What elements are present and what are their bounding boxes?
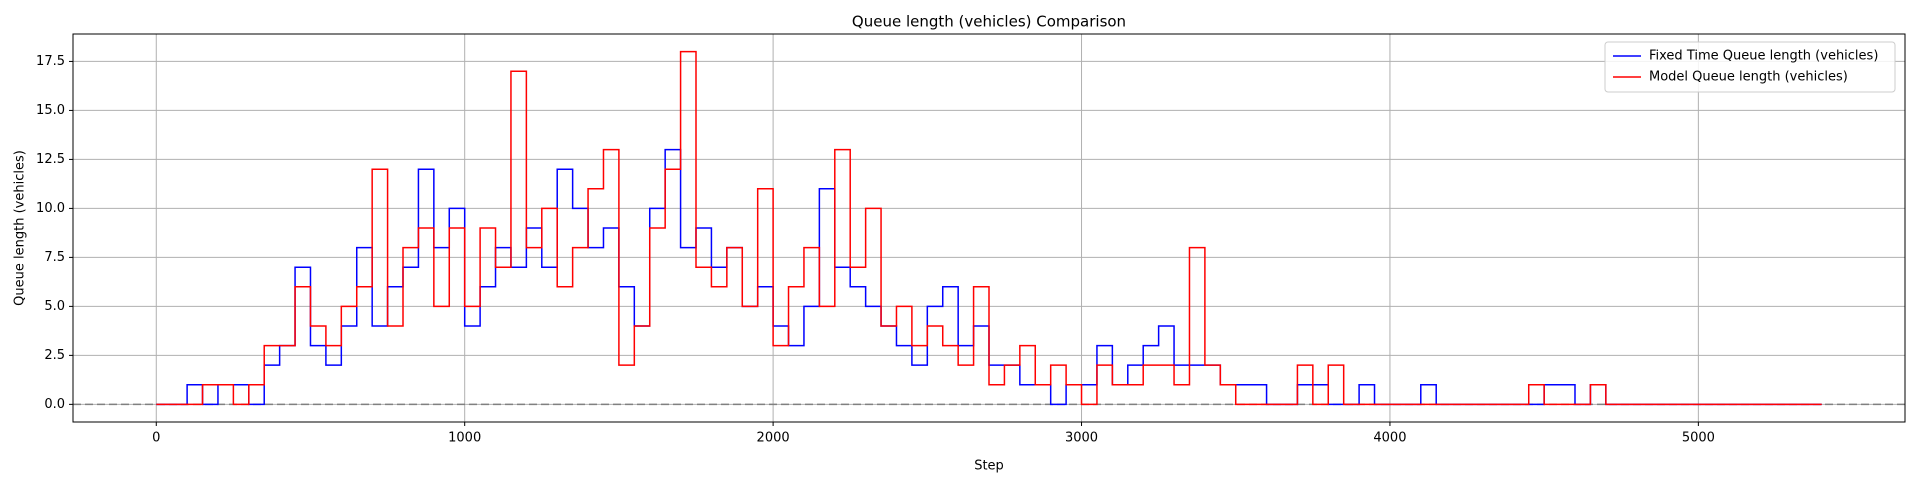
x-tick-label: 3000 (1065, 431, 1098, 446)
x-tick-label: 0 (152, 431, 160, 446)
chart-title: Queue length (vehicles) Comparison (852, 13, 1126, 31)
plot-frame (72, 33, 1906, 423)
x-tick-label: 4000 (1373, 431, 1406, 446)
y-tick-label: 7.5 (44, 250, 65, 265)
legend-label: Fixed Time Queue length (vehicles) (1649, 49, 1878, 64)
y-tick-label: 15.0 (36, 103, 65, 118)
x-tick-label: 2000 (757, 431, 790, 446)
x-tick-label: 1000 (448, 431, 481, 446)
legend-label: Model Queue length (vehicles) (1649, 70, 1848, 85)
y-tick-label: 10.0 (36, 201, 65, 216)
legend: Fixed Time Queue length (vehicles) Model … (1604, 41, 1896, 93)
series-line (156, 148, 1822, 406)
x-axis-label: Step (974, 459, 1004, 474)
y-tick-label: 2.5 (44, 348, 65, 363)
y-tick-label: 12.5 (36, 152, 65, 167)
y-tick-label: 17.5 (36, 54, 65, 69)
legend-box (1604, 41, 1896, 93)
y-tick-label: 0.0 (44, 397, 65, 412)
y-axis-label: Queue length (vehicles) (13, 150, 28, 306)
series-line (156, 50, 1822, 406)
x-tick-label: 5000 (1682, 431, 1715, 446)
y-tick-label: 5.0 (44, 299, 65, 314)
